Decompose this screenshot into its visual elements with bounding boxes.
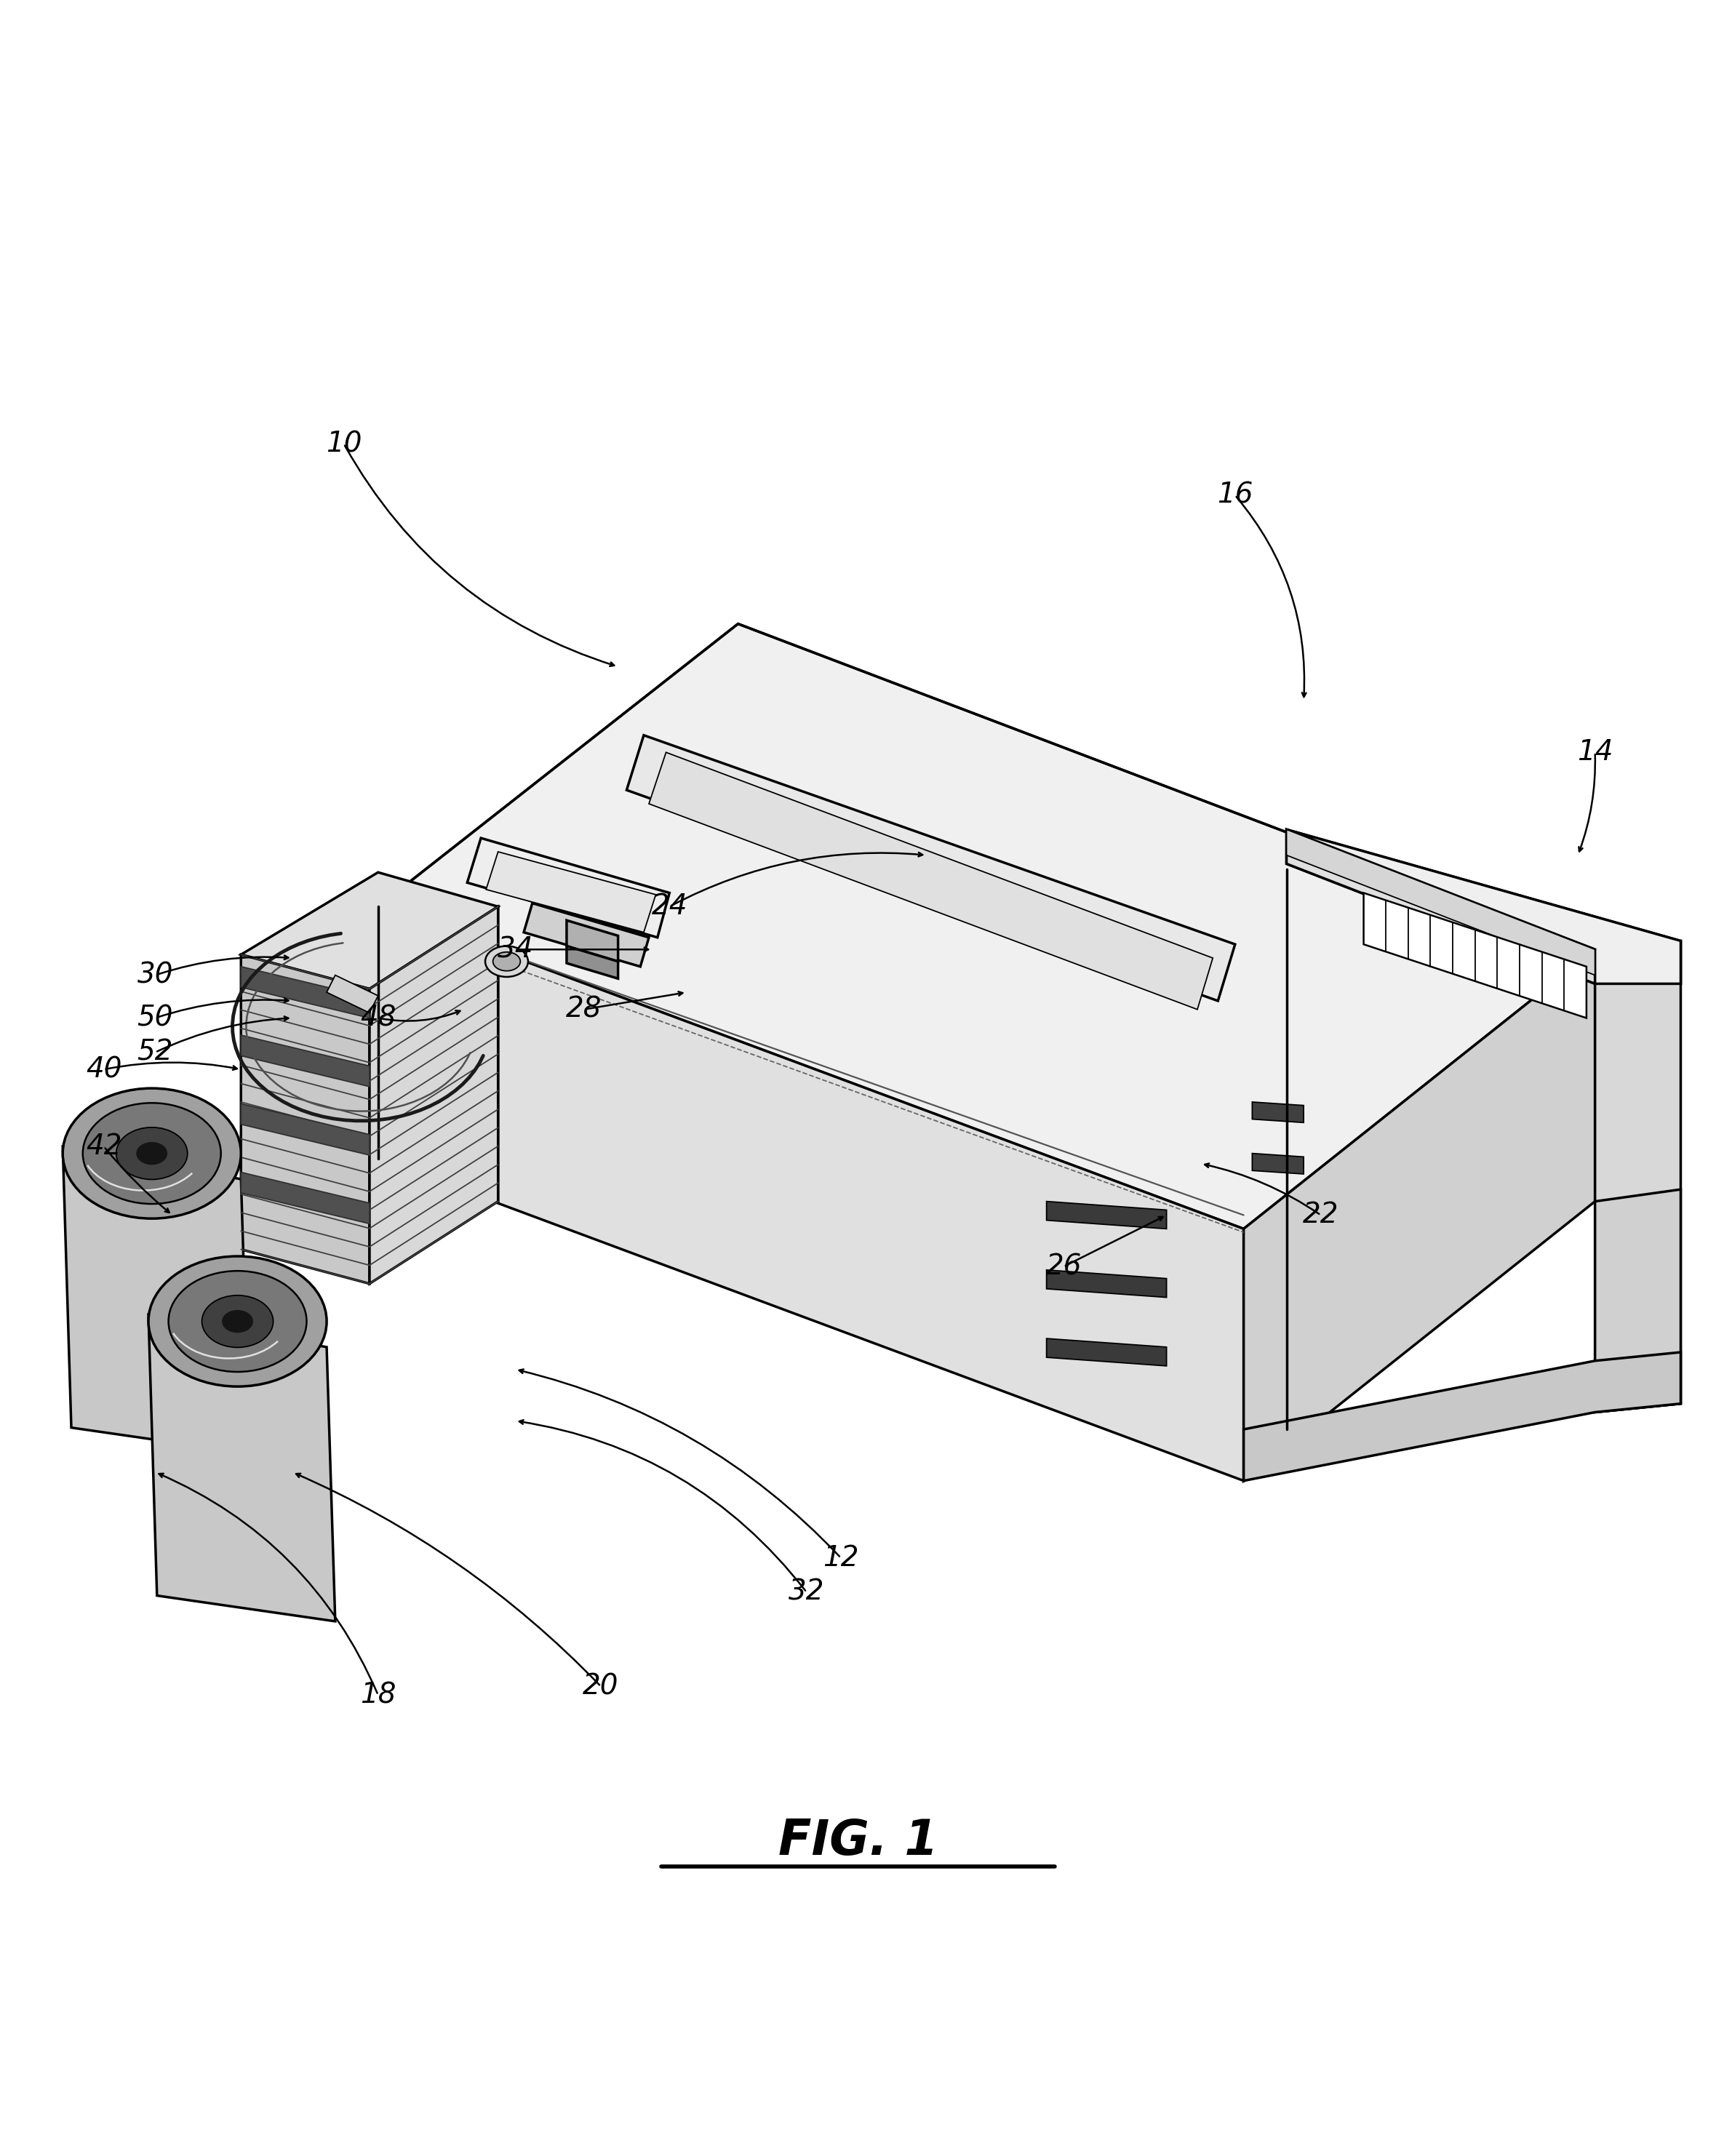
Polygon shape [1047,1270,1167,1298]
Polygon shape [1047,1201,1167,1229]
Polygon shape [148,1315,335,1621]
Text: 24: 24 [652,893,688,921]
Text: 22: 22 [1302,1201,1338,1229]
Ellipse shape [221,1311,254,1332]
Text: 32: 32 [789,1578,825,1606]
Polygon shape [1287,830,1680,983]
Polygon shape [1244,1352,1680,1481]
Text: 18: 18 [360,1682,396,1710]
Polygon shape [1287,830,1594,975]
Text: 52: 52 [137,1039,173,1065]
Ellipse shape [136,1143,168,1164]
Ellipse shape [63,1089,240,1218]
Polygon shape [378,908,498,1201]
Text: 26: 26 [1045,1253,1081,1281]
Text: 40: 40 [86,1056,122,1082]
Text: 14: 14 [1577,740,1613,765]
Polygon shape [240,1104,369,1156]
Polygon shape [523,903,649,966]
Text: 42: 42 [86,1132,122,1160]
Text: 10: 10 [326,429,362,457]
Text: 16: 16 [1217,481,1253,509]
Text: 50: 50 [137,1005,173,1033]
Polygon shape [467,839,669,938]
Polygon shape [1364,893,1586,1018]
Polygon shape [486,852,656,931]
Ellipse shape [492,953,520,970]
Polygon shape [566,946,618,979]
Ellipse shape [168,1270,307,1371]
Ellipse shape [202,1296,273,1348]
Text: 28: 28 [566,996,602,1024]
Polygon shape [1287,830,1594,983]
Text: 48: 48 [360,1005,396,1033]
Polygon shape [240,955,369,1283]
Ellipse shape [117,1128,187,1179]
Polygon shape [1253,1102,1304,1123]
Polygon shape [1047,1339,1167,1367]
Polygon shape [378,908,1244,1481]
Text: 30: 30 [137,962,173,990]
Polygon shape [649,752,1213,1009]
Polygon shape [378,623,1594,1229]
Ellipse shape [486,946,529,977]
Polygon shape [240,966,369,1018]
Polygon shape [326,975,378,1013]
Polygon shape [240,873,498,990]
Ellipse shape [148,1257,326,1386]
Polygon shape [240,1035,369,1087]
Polygon shape [63,1147,249,1453]
Polygon shape [566,921,618,962]
Polygon shape [1244,949,1594,1481]
Polygon shape [240,1173,369,1225]
Polygon shape [369,908,498,1283]
Text: 12: 12 [824,1544,860,1572]
Text: 20: 20 [583,1673,619,1701]
Text: FIG. 1: FIG. 1 [777,1818,939,1865]
Polygon shape [1287,830,1680,983]
Polygon shape [1594,940,1680,1412]
Polygon shape [1253,1153,1304,1175]
Ellipse shape [82,1104,221,1203]
Polygon shape [626,735,1236,1000]
Polygon shape [1594,1190,1680,1412]
Text: 34: 34 [498,936,534,964]
